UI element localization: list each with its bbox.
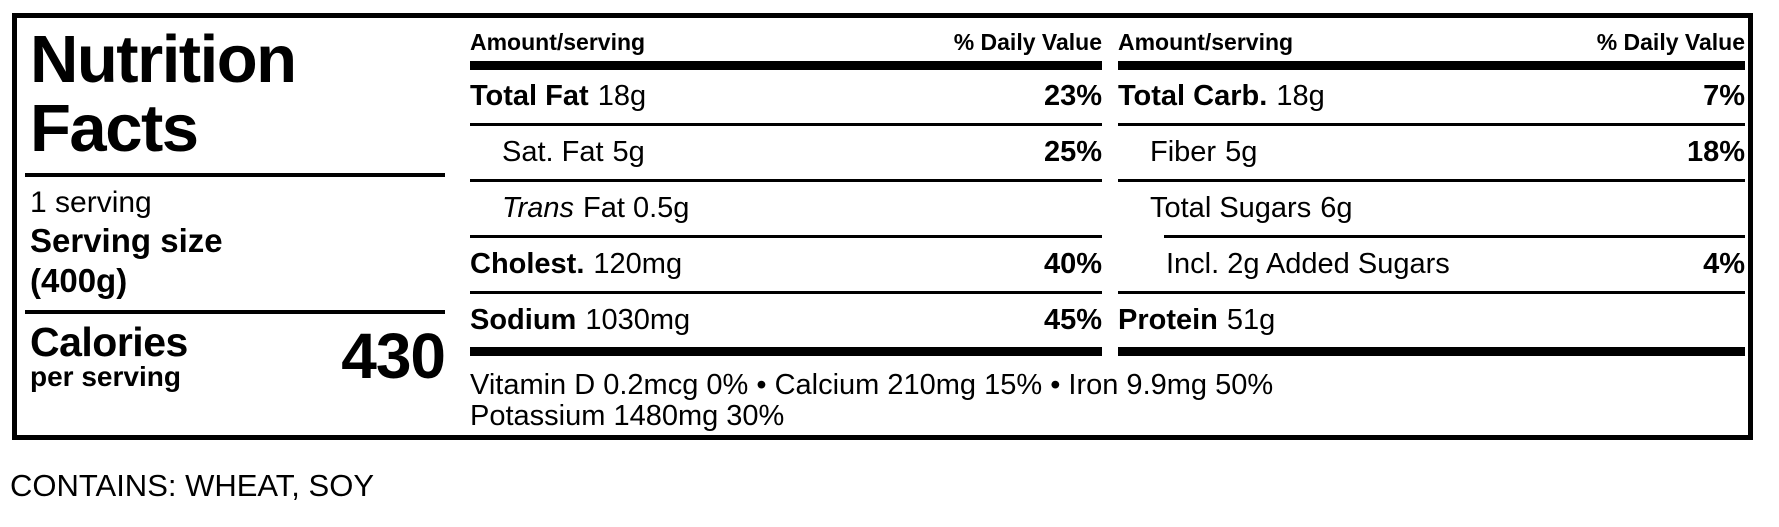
nutrient-name: Sat. Fat (502, 136, 604, 168)
nutrient-column-left: Amount/serving % Daily Value Total Fat 18… (470, 18, 1102, 356)
nutrient-row: Total Carb. 18g 7% (1118, 70, 1745, 123)
thick-bar (470, 61, 1102, 70)
nutrient-row: Protein 51g (1118, 294, 1745, 347)
calories-label: Calories (30, 318, 188, 365)
label-title: Nutrition Facts (25, 25, 445, 163)
nutrient-row: Sat. Fat 5g 25% (470, 126, 1102, 179)
nutrient-amount: 6g (1320, 192, 1353, 224)
nutrient-amount: 18g (597, 80, 647, 112)
nutrient-name: Incl. 2g Added Sugars (1166, 248, 1450, 280)
nutrient-rows: Total Fat 18g 23% Sat. Fat 5g 25% Trans Fat 0.5… (470, 70, 1102, 356)
label-title-line-1: Nutrition (30, 22, 297, 97)
nutrient-name: Total Fat (470, 80, 589, 112)
separator (1164, 235, 1745, 238)
nutrient-amount: 18g (1276, 80, 1325, 112)
nutrient-row: Total Fat 18g 23% (470, 70, 1102, 123)
thick-bar (1118, 61, 1745, 70)
nutrient-daily-value: 7% (1703, 80, 1745, 112)
nutrient-daily-value: 45% (1043, 304, 1102, 336)
calories-block: Calories per serving 430 (25, 318, 446, 393)
column-header-amount: Amount/serving (470, 29, 646, 55)
serving-size-value: (400g) (30, 262, 128, 299)
nutrient-name: Protein (1118, 304, 1218, 336)
nutrient-name: Fiber (1150, 136, 1217, 168)
nutrient-amount: 51g (1226, 304, 1276, 336)
nutrient-daily-value: 40% (1043, 248, 1102, 280)
nutrient-daily-value: 23% (1043, 80, 1102, 112)
separator (1118, 291, 1745, 294)
nutrient-name: Sodium (470, 304, 577, 336)
separator (1118, 179, 1745, 182)
nutrient-row: Trans Fat 0.5g (470, 182, 1102, 235)
separator (470, 179, 1102, 182)
column-header-daily-value: % Daily Value (1596, 29, 1745, 55)
label-left-panel: Nutrition Facts 1 serving Serving size (… (25, 18, 446, 393)
column-header: Amount/serving % Daily Value (1118, 18, 1745, 61)
nutrient-row: Total Sugars 6g (1118, 182, 1745, 235)
label-title-line-2: Facts (30, 91, 199, 166)
nutrient-name: Trans (502, 192, 574, 224)
nutrient-name: Total Carb. (1118, 80, 1268, 112)
nutrient-row: Fiber 5g 18% (1118, 126, 1745, 179)
nutrient-rows: Total Carb. 18g 7% Fiber 5g 18% Total Sugars 6g… (1118, 70, 1745, 356)
nutrition-facts-label: Nutrition Facts 1 serving Serving size (… (12, 13, 1753, 440)
nutrient-row: Cholest. 120mg 40% (470, 238, 1102, 291)
nutrient-column-right: Amount/serving % Daily Value Total Carb.… (1118, 18, 1745, 356)
micronutrients-line-1: Vitamin D 0.2mcg 0% • Calcium 210mg 15% … (470, 369, 1274, 401)
separator (470, 291, 1102, 294)
nutrient-amount: Fat 0.5g (582, 192, 690, 224)
nutrient-row: Sodium 1030mg 45% (470, 294, 1102, 347)
nutrient-daily-value: 18% (1686, 136, 1745, 168)
column-header: Amount/serving % Daily Value (470, 18, 1102, 61)
servings-per-container: 1 serving (30, 186, 152, 219)
nutrient-row: Incl. 2g Added Sugars 4% (1118, 238, 1745, 291)
column-header-amount: Amount/serving (1118, 29, 1294, 55)
nutrient-daily-value: 25% (1043, 136, 1102, 168)
micronutrients-footnote: Vitamin D 0.2mcg 0% • Calcium 210mg 15% … (470, 370, 1273, 432)
divider (25, 173, 445, 177)
thick-bar (470, 347, 1102, 356)
nutrient-name: Cholest. (470, 248, 585, 280)
divider (25, 310, 445, 314)
calories-value: 430 (341, 320, 446, 392)
nutrient-name: Total Sugars (1150, 192, 1312, 224)
thick-bar (1118, 347, 1745, 356)
serving-size-label: Serving size (30, 222, 223, 259)
micronutrients-line-2: Potassium 1480mg 30% (470, 400, 785, 432)
nutrient-amount: 5g (612, 136, 645, 168)
separator (1118, 123, 1745, 126)
calories-sublabel: per serving (30, 360, 181, 392)
separator (470, 123, 1102, 126)
nutrient-amount: 5g (1225, 136, 1258, 168)
nutrient-daily-value: 4% (1703, 248, 1745, 280)
nutrient-amount: 120mg (593, 248, 683, 280)
allergen-statement: CONTAINS: WHEAT, SOY (10, 468, 374, 503)
separator (470, 235, 1102, 238)
nutrient-amount: 1030mg (585, 304, 691, 336)
column-header-daily-value: % Daily Value (953, 29, 1102, 55)
